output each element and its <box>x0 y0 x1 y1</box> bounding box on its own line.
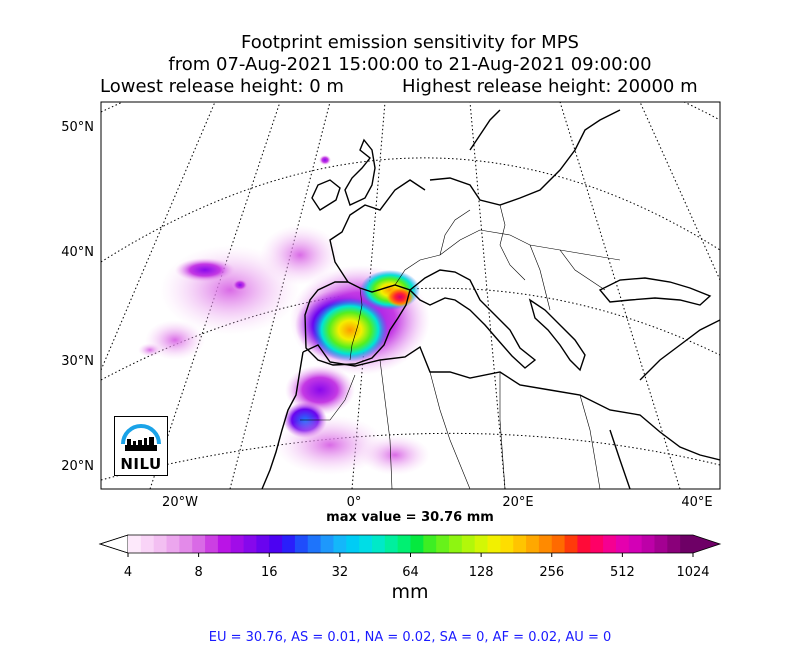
coastlines <box>261 109 720 489</box>
colorbar-swatch <box>423 535 437 553</box>
colorbar-swatch <box>538 535 553 553</box>
colorbar-over-arrow <box>693 535 720 553</box>
colorbar-swatch <box>294 535 309 553</box>
lat-tick-30n: 30°N <box>61 354 94 369</box>
colorbar-swatch <box>205 535 219 553</box>
colorbar-swatch <box>500 535 514 553</box>
colorbar-swatch <box>128 535 142 553</box>
lowest-release-height: Lowest release height: 0 m <box>100 76 344 97</box>
lat-tick-40n: 40°N <box>61 245 94 260</box>
colorbar-swatch <box>384 535 399 553</box>
colorbar-swatch <box>282 535 296 553</box>
colorbar-swatch <box>461 535 476 553</box>
colorbar-tick-label: 64 <box>402 565 419 580</box>
lat-tick-20n: 20°N <box>61 459 94 474</box>
colorbar-swatch <box>217 535 232 553</box>
colorbar-swatch <box>153 535 167 553</box>
lon-tick-0: 0° <box>347 495 362 510</box>
colorbar-tick-label: 32 <box>332 565 349 580</box>
colorbar-swatch <box>359 535 373 553</box>
colorbar-swatch <box>680 535 694 553</box>
colorbar-under-arrow <box>98 534 129 554</box>
chart-subtitle: from 07-Aug-2021 15:00:00 to 21-Aug-2021… <box>168 54 652 75</box>
colorbar-tick-label: 128 <box>469 565 494 580</box>
chart-title: Footprint emission sensitivity for MPS <box>241 32 579 53</box>
colorbar-swatch <box>140 535 155 553</box>
lat-tick-50n: 50°N <box>61 120 94 135</box>
colorbar-swatch <box>307 535 322 553</box>
colorbar-swatch <box>667 535 681 553</box>
colorbar-swatch <box>410 535 424 553</box>
colorbar-swatch <box>603 535 617 553</box>
nilu-logo-icon <box>121 424 161 451</box>
lon-tick-40e: 40°E <box>681 495 712 510</box>
colorbar-swatch <box>333 535 347 553</box>
colorbar-swatch <box>577 535 591 553</box>
colorbar-tick-label: 256 <box>539 565 564 580</box>
colorbar-swatch <box>449 535 463 553</box>
highest-release-height: Highest release height: 20000 m <box>402 76 698 97</box>
colorbar-swatch <box>487 535 501 553</box>
colorbar-swatch <box>654 535 668 553</box>
colorbar-swatch <box>397 535 411 553</box>
colorbar <box>98 534 722 554</box>
max-value-label: max value = 30.76 mm <box>326 510 494 525</box>
colorbar-swatch <box>590 535 604 553</box>
colorbar-swatch <box>346 535 360 553</box>
colorbar-swatch <box>320 535 334 553</box>
colorbar-swatch <box>269 535 283 553</box>
colorbar-swatch <box>166 535 180 553</box>
colorbar-tick-label: 8 <box>194 565 202 580</box>
colorbar-swatch <box>474 535 488 553</box>
map-frame <box>100 101 721 490</box>
emission-plume <box>138 155 430 475</box>
colorbar-swatch <box>436 535 450 553</box>
colorbar-swatch <box>371 535 386 553</box>
colorbar-unit: mm <box>391 581 429 603</box>
lon-tick-20e: 20°E <box>502 495 533 510</box>
colorbar-swatch <box>526 535 540 553</box>
nilu-logo: NILU <box>114 416 168 476</box>
colorbar-tick-label: 4 <box>124 565 132 580</box>
colorbar-tick-label: 16 <box>261 565 278 580</box>
colorbar-swatch <box>513 535 527 553</box>
colorbar-swatch <box>192 535 206 553</box>
colorbar-ticks: 4 8 16 32 64 128 256 512 1024 <box>124 553 710 580</box>
colorbar-swatch <box>243 535 257 553</box>
country-borders <box>300 204 621 489</box>
colorbar-swatch <box>551 535 565 553</box>
colorbar-tick-label: 1024 <box>676 565 709 580</box>
colorbar-swatch <box>179 535 193 553</box>
colorbar-swatch <box>615 535 630 553</box>
colorbar-swatch <box>628 535 643 553</box>
colorbar-swatch <box>641 535 655 553</box>
colorbar-swatch <box>564 535 578 553</box>
colorbar-tick-label: 512 <box>610 565 635 580</box>
colorbar-swatch <box>256 535 270 553</box>
region-summary-footer: EU = 30.76, AS = 0.01, NA = 0.02, SA = 0… <box>208 630 612 645</box>
nilu-logo-text: NILU <box>120 455 162 473</box>
lon-tick-20w: 20°W <box>162 495 198 510</box>
colorbar-swatch <box>230 535 244 553</box>
